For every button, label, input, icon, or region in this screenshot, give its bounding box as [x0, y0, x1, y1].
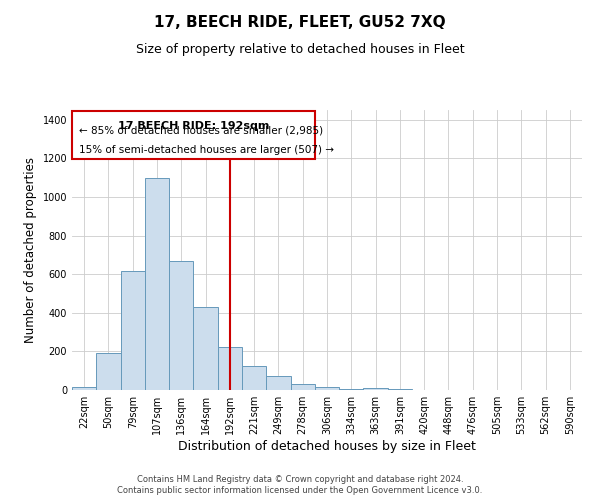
- Text: 17 BEECH RIDE: 192sqm: 17 BEECH RIDE: 192sqm: [118, 120, 269, 130]
- Text: Contains public sector information licensed under the Open Government Licence v3: Contains public sector information licen…: [118, 486, 482, 495]
- X-axis label: Distribution of detached houses by size in Fleet: Distribution of detached houses by size …: [178, 440, 476, 453]
- Text: 17, BEECH RIDE, FLEET, GU52 7XQ: 17, BEECH RIDE, FLEET, GU52 7XQ: [154, 15, 446, 30]
- Text: Size of property relative to detached houses in Fleet: Size of property relative to detached ho…: [136, 42, 464, 56]
- Bar: [72, 387, 96, 390]
- Text: ← 85% of detached houses are smaller (2,985): ← 85% of detached houses are smaller (2,…: [79, 126, 323, 136]
- Bar: [266, 376, 290, 390]
- Bar: [218, 347, 242, 390]
- Bar: [364, 388, 388, 390]
- Bar: [96, 352, 121, 390]
- Bar: [121, 271, 145, 390]
- Bar: [339, 389, 364, 390]
- Bar: [315, 387, 339, 390]
- Bar: [72, 111, 315, 159]
- Text: 15% of semi-detached houses are larger (507) →: 15% of semi-detached houses are larger (…: [79, 145, 334, 155]
- Bar: [169, 260, 193, 390]
- Bar: [145, 178, 169, 390]
- Y-axis label: Number of detached properties: Number of detached properties: [24, 157, 37, 343]
- Bar: [290, 384, 315, 390]
- Bar: [193, 307, 218, 390]
- Bar: [242, 366, 266, 390]
- Bar: [388, 389, 412, 390]
- Text: Contains HM Land Registry data © Crown copyright and database right 2024.: Contains HM Land Registry data © Crown c…: [137, 475, 463, 484]
